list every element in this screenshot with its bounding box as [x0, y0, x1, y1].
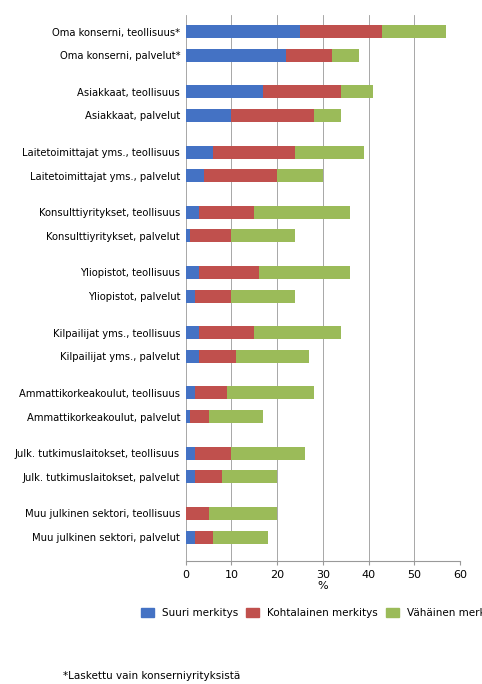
Bar: [231, 229, 295, 242]
Bar: [186, 410, 190, 423]
Bar: [231, 109, 314, 122]
Bar: [209, 507, 277, 520]
Bar: [186, 146, 213, 159]
Bar: [186, 447, 195, 460]
Bar: [259, 266, 350, 279]
Text: *Laskettu vain konserniyrityksistä: *Laskettu vain konserniyrityksistä: [63, 670, 240, 681]
X-axis label: %: %: [318, 581, 328, 591]
Bar: [195, 289, 231, 302]
Bar: [200, 350, 236, 363]
Bar: [231, 289, 295, 302]
Bar: [200, 326, 254, 339]
Bar: [186, 289, 195, 302]
Bar: [332, 49, 360, 62]
Bar: [186, 206, 200, 219]
Bar: [186, 109, 231, 122]
Bar: [213, 531, 268, 544]
Bar: [186, 229, 190, 242]
Bar: [204, 169, 277, 182]
Bar: [186, 86, 263, 98]
Bar: [382, 25, 446, 38]
Bar: [186, 531, 195, 544]
Bar: [300, 25, 382, 38]
Bar: [254, 326, 341, 339]
Bar: [190, 229, 231, 242]
Bar: [186, 386, 195, 399]
Bar: [186, 471, 195, 484]
Bar: [186, 266, 200, 279]
Bar: [295, 146, 364, 159]
Bar: [200, 206, 254, 219]
Bar: [227, 386, 314, 399]
Bar: [195, 447, 231, 460]
Bar: [186, 25, 300, 38]
Bar: [186, 169, 204, 182]
Bar: [200, 266, 259, 279]
Bar: [195, 471, 222, 484]
Bar: [341, 86, 373, 98]
Bar: [263, 86, 341, 98]
Bar: [186, 326, 200, 339]
Bar: [277, 169, 323, 182]
Bar: [231, 447, 305, 460]
Bar: [286, 49, 332, 62]
Bar: [186, 350, 200, 363]
Bar: [186, 507, 209, 520]
Bar: [190, 410, 209, 423]
Bar: [254, 206, 350, 219]
Bar: [236, 350, 309, 363]
Bar: [209, 410, 263, 423]
Bar: [213, 146, 295, 159]
Bar: [195, 531, 213, 544]
Bar: [195, 386, 227, 399]
Bar: [186, 49, 286, 62]
Bar: [222, 471, 277, 484]
Bar: [314, 109, 341, 122]
Legend: Suuri merkitys, Kohtalainen merkitys, Vähäinen merkitys: Suuri merkitys, Kohtalainen merkitys, Vä…: [137, 604, 482, 622]
